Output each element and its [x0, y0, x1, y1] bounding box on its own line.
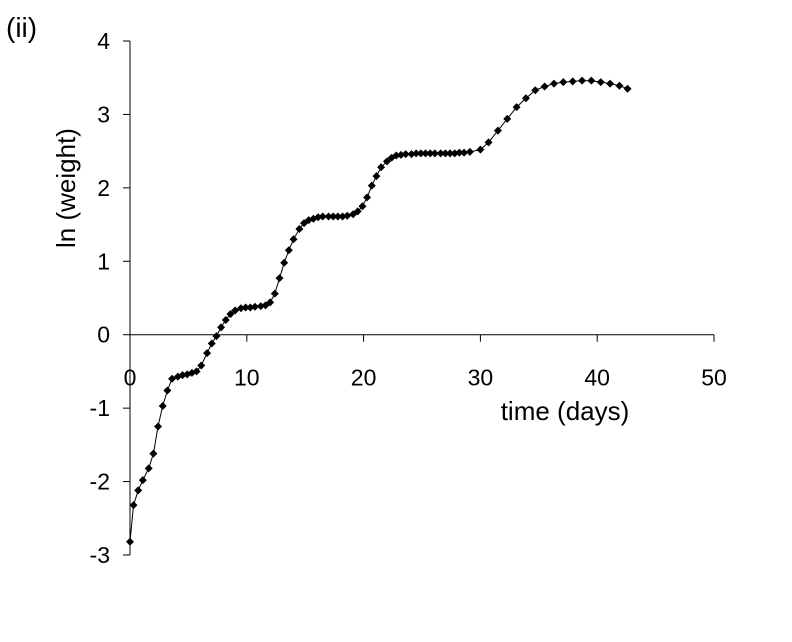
y-tick-label: 0: [97, 322, 110, 348]
data-point: [295, 224, 304, 233]
data-point: [372, 172, 381, 181]
data-point: [241, 303, 250, 312]
axes: [123, 40, 715, 556]
data-point: [250, 302, 259, 311]
data-point: [382, 157, 391, 166]
y-axis-label: ln (weight): [51, 128, 81, 248]
y-tick-label: 2: [97, 175, 110, 201]
data-point: [596, 78, 605, 87]
data-point: [280, 258, 289, 267]
data-point: [324, 212, 333, 221]
data-point: [126, 537, 134, 546]
data-point: [460, 148, 469, 157]
data-point: [512, 103, 521, 112]
x-tick-label: 50: [701, 365, 727, 391]
data-point: [217, 323, 226, 332]
data-point: [333, 212, 342, 221]
data-point: [221, 316, 230, 325]
data-point: [158, 401, 167, 410]
data-point: [358, 202, 367, 211]
y-tick-label: 3: [97, 101, 110, 127]
y-tick-label: -1: [90, 395, 110, 421]
data-point: [446, 149, 455, 158]
data-point: [436, 149, 445, 158]
data-point: [289, 235, 298, 244]
data-point: [412, 149, 421, 158]
x-tick-label: 20: [351, 365, 377, 391]
data-point: [416, 149, 425, 158]
data-point: [207, 339, 216, 348]
data-point: [270, 289, 279, 298]
series-line: [129, 80, 628, 542]
y-tick-label: -2: [90, 469, 110, 495]
data-point: [455, 148, 464, 157]
data-point: [615, 81, 624, 90]
data-point: [367, 181, 376, 190]
data-point: [163, 386, 172, 395]
x-axis-label: time (days): [501, 396, 630, 426]
data-point: [503, 114, 512, 123]
data-point: [441, 149, 450, 158]
data-point: [138, 476, 147, 485]
data-point: [421, 149, 430, 158]
data-point: [353, 207, 362, 216]
data-point: [521, 94, 530, 103]
data-point: [623, 84, 632, 93]
data-point: [226, 310, 235, 319]
data-point: [284, 246, 293, 255]
data-point: [377, 163, 386, 172]
data-point: [363, 193, 372, 202]
data-point: [134, 486, 143, 495]
data-point: [149, 449, 158, 458]
data-point: [559, 78, 568, 87]
x-tick-label: 0: [124, 365, 137, 391]
x-tick-label: 30: [468, 365, 494, 391]
data-point: [476, 145, 485, 154]
data-point: [426, 149, 435, 158]
data-point: [266, 298, 275, 307]
y-tick-label: -3: [90, 542, 110, 568]
data-point: [401, 150, 410, 159]
data-point: [343, 211, 352, 220]
data-point: [129, 501, 138, 510]
x-tick-label: 40: [584, 365, 610, 391]
data-point: [318, 212, 327, 221]
x-tick-label: 10: [234, 365, 260, 391]
panel-label: (ii): [6, 12, 37, 43]
data-point: [606, 79, 615, 88]
data-point: [587, 76, 596, 85]
data-point: [212, 332, 221, 341]
data-point: [531, 86, 540, 95]
data-point: [192, 367, 201, 376]
data-point: [568, 77, 577, 86]
data-point: [430, 149, 439, 158]
data-point: [540, 82, 549, 91]
data-point: [203, 349, 212, 358]
data-point: [329, 212, 338, 221]
data-point: [465, 147, 474, 156]
data-point: [275, 274, 284, 283]
data-markers: [126, 76, 632, 546]
data-point: [484, 138, 493, 147]
data-point: [144, 464, 153, 473]
y-tick-label: 4: [97, 28, 110, 54]
data-point: [197, 361, 206, 370]
data-point: [154, 422, 163, 431]
data-point: [549, 79, 558, 88]
data-point: [578, 76, 587, 85]
data-point: [168, 374, 177, 383]
data-point: [493, 126, 502, 135]
y-tick-label: 1: [97, 248, 110, 274]
data-point: [231, 306, 240, 315]
